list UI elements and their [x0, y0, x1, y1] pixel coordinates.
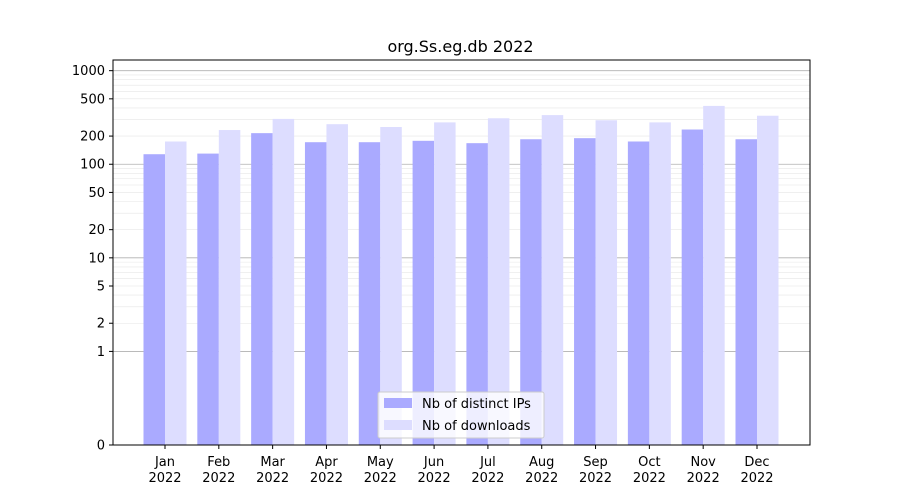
bar-downloads-jun: [434, 122, 456, 445]
bar-downloads-dec: [757, 115, 779, 445]
bar-distinct-ips-feb: [197, 153, 219, 446]
bar-downloads-apr: [326, 124, 348, 445]
x-tick-label-year: 2022: [687, 471, 720, 486]
x-tick-label-month: Jun: [423, 455, 444, 470]
x-tick-label-month: Aug: [529, 455, 554, 470]
bar-distinct-ips-may: [358, 142, 381, 445]
x-tick-label-year: 2022: [471, 471, 504, 486]
bar-downloads-feb: [218, 130, 241, 445]
bar-distinct-ips-oct: [627, 141, 650, 445]
legend-label-ips: Nb of distinct IPs: [422, 397, 531, 412]
legend-label-downloads: Nb of downloads: [422, 419, 531, 434]
legend-box: [377, 391, 545, 439]
x-tick-label-month: Mar: [260, 455, 285, 470]
x-tick-label-year: 2022: [579, 471, 612, 486]
legend: Nb of distinct IPs Nb of downloads: [377, 391, 545, 439]
bars: [143, 105, 779, 446]
y-tick-label: 5: [97, 280, 105, 295]
bar-distinct-ips-apr: [304, 142, 327, 445]
y-tick-label: 500: [80, 92, 105, 107]
x-tick-label-year: 2022: [148, 471, 181, 486]
y-tick-label: 10: [88, 251, 105, 266]
plot-frame: [112, 59, 811, 446]
x-tick-label-month: Feb: [207, 455, 230, 470]
x-tick-label-month: Apr: [315, 455, 338, 470]
bar-distinct-ips-jan: [143, 154, 165, 446]
chart-title: org.Ss.eg.db 2022: [387, 37, 533, 56]
legend-swatch-ips: [384, 398, 412, 408]
x-tick-label-month: Nov: [690, 455, 716, 470]
bar-downloads-may: [380, 127, 402, 445]
bar-downloads-oct: [649, 122, 671, 445]
bar-distinct-ips-dec: [735, 139, 757, 445]
x-tick-label-year: 2022: [256, 471, 289, 486]
bar-distinct-ips-aug: [520, 139, 542, 445]
y-tick-label: 50: [88, 186, 105, 201]
y-tick-label: 1: [97, 345, 105, 360]
x-tick-label-month: Oct: [638, 455, 660, 470]
x-tick-label-month: Sep: [583, 455, 608, 470]
bar-downloads-jan: [165, 141, 187, 445]
y-tick-label: 2: [97, 317, 105, 332]
x-tick-label-year: 2022: [310, 471, 343, 486]
y-tick-label: 100: [80, 158, 105, 173]
bar-downloads-sep: [595, 120, 618, 445]
bar-downloads-jul: [487, 118, 510, 445]
bar-downloads-mar: [272, 118, 295, 445]
x-tick-label-year: 2022: [364, 471, 397, 486]
y-tick-label: 0: [97, 439, 105, 454]
bar-distinct-ips-nov: [681, 129, 704, 445]
bar-distinct-ips-jul: [466, 143, 488, 445]
y-tick-label: 1000: [72, 64, 105, 79]
x-tick-label-year: 2022: [740, 471, 773, 486]
bar-distinct-ips-sep: [574, 138, 596, 446]
y-tick-label: 200: [80, 130, 105, 145]
x-tick-label-month: Dec: [744, 455, 769, 470]
bar-distinct-ips-jun: [412, 140, 435, 445]
x-tick-label-year: 2022: [633, 471, 666, 486]
y-tick-label: 20: [88, 223, 105, 238]
axes: 01251020501002005001000Jan2022Feb2022Mar…: [72, 59, 811, 486]
x-tick-label-month: May: [367, 455, 394, 470]
x-tick-label-month: Jul: [479, 455, 496, 470]
x-tick-label-year: 2022: [202, 471, 235, 486]
x-tick-label-month: Jan: [154, 455, 175, 470]
bar-downloads-nov: [703, 105, 725, 445]
x-tick-label-year: 2022: [525, 471, 558, 486]
legend-swatch-downloads: [384, 420, 412, 430]
bar-distinct-ips-mar: [251, 133, 273, 446]
bar-downloads-aug: [541, 115, 564, 446]
x-tick-label-year: 2022: [418, 471, 451, 486]
